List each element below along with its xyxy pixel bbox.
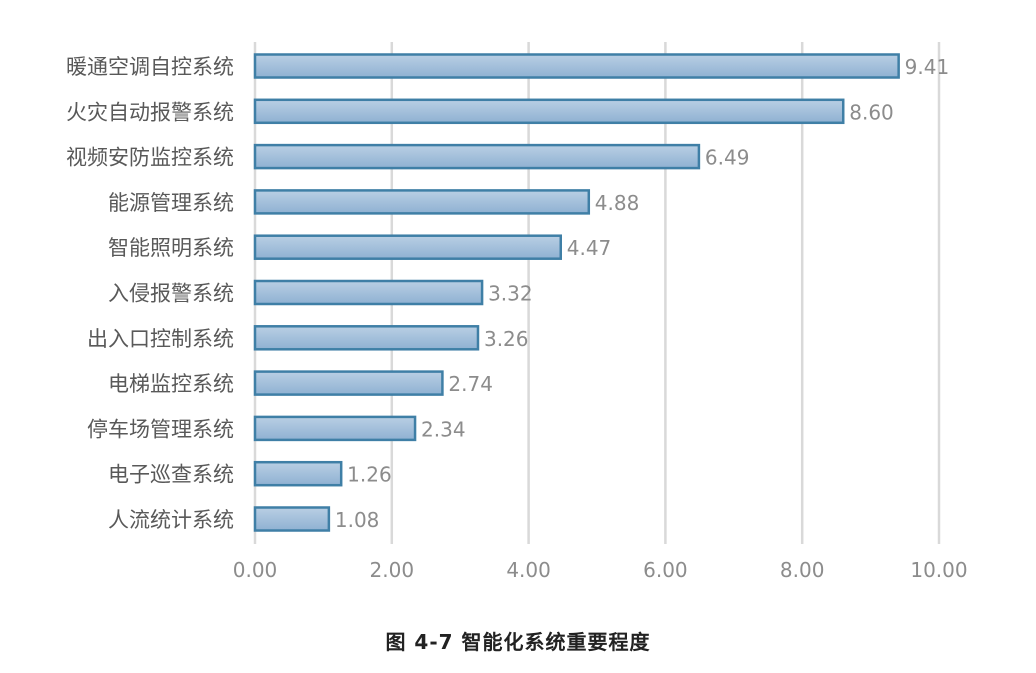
bar-chart: 0.00 2.00 4.00 6.00 8.00 10.00 暖通空调自控系统 9.41 火灾自… [66, 42, 968, 582]
x-tick-label: 4.00 [506, 558, 551, 582]
category-label: 电子巡查系统 [108, 463, 234, 487]
category-label: 火灾自动报警系统 [66, 100, 234, 124]
bar [253, 415, 417, 442]
value-label: 1.08 [335, 508, 380, 532]
category-label: 智能照明系统 [108, 236, 234, 260]
value-label: 3.32 [488, 282, 533, 306]
x-tick-label: 10.00 [910, 558, 967, 582]
value-label: 8.60 [849, 100, 894, 124]
bar [253, 53, 900, 79]
value-label: 2.74 [448, 372, 493, 396]
bar [253, 325, 480, 351]
bar [253, 460, 343, 487]
category-label: 视频安防监控系统 [66, 146, 234, 170]
bar [253, 98, 845, 125]
category-label: 出入口控制系统 [87, 327, 234, 351]
category-label: 能源管理系统 [108, 191, 234, 215]
x-tick-label: 8.00 [780, 558, 825, 582]
bar [253, 506, 331, 532]
value-label: 4.47 [567, 236, 612, 260]
chart-svg: 0.00 2.00 4.00 6.00 8.00 10.00 暖通空调自控系统 9.41 火灾自… [66, 42, 968, 582]
x-tick-label: 6.00 [643, 558, 688, 582]
category-label: 人流统计系统 [108, 508, 234, 532]
bar [253, 143, 701, 170]
bar [253, 234, 562, 260]
value-label: 9.41 [905, 55, 950, 79]
category-label: 停车场管理系统 [87, 417, 234, 441]
category-label: 电梯监控系统 [108, 372, 234, 396]
category-label: 入侵报警系统 [108, 282, 234, 306]
bar [253, 189, 591, 215]
value-label: 1.26 [347, 463, 392, 487]
x-tick-label: 0.00 [233, 558, 278, 582]
category-label: 暖通空调自控系统 [66, 55, 234, 79]
value-label: 6.49 [705, 146, 750, 170]
bar [253, 370, 444, 396]
value-label: 4.88 [595, 191, 640, 215]
value-label: 2.34 [421, 417, 466, 441]
figure-caption: 图 4-7 智能化系统重要程度 [385, 630, 651, 654]
bar [253, 279, 484, 306]
x-tick-label: 2.00 [370, 558, 415, 582]
value-label: 3.26 [484, 327, 529, 351]
